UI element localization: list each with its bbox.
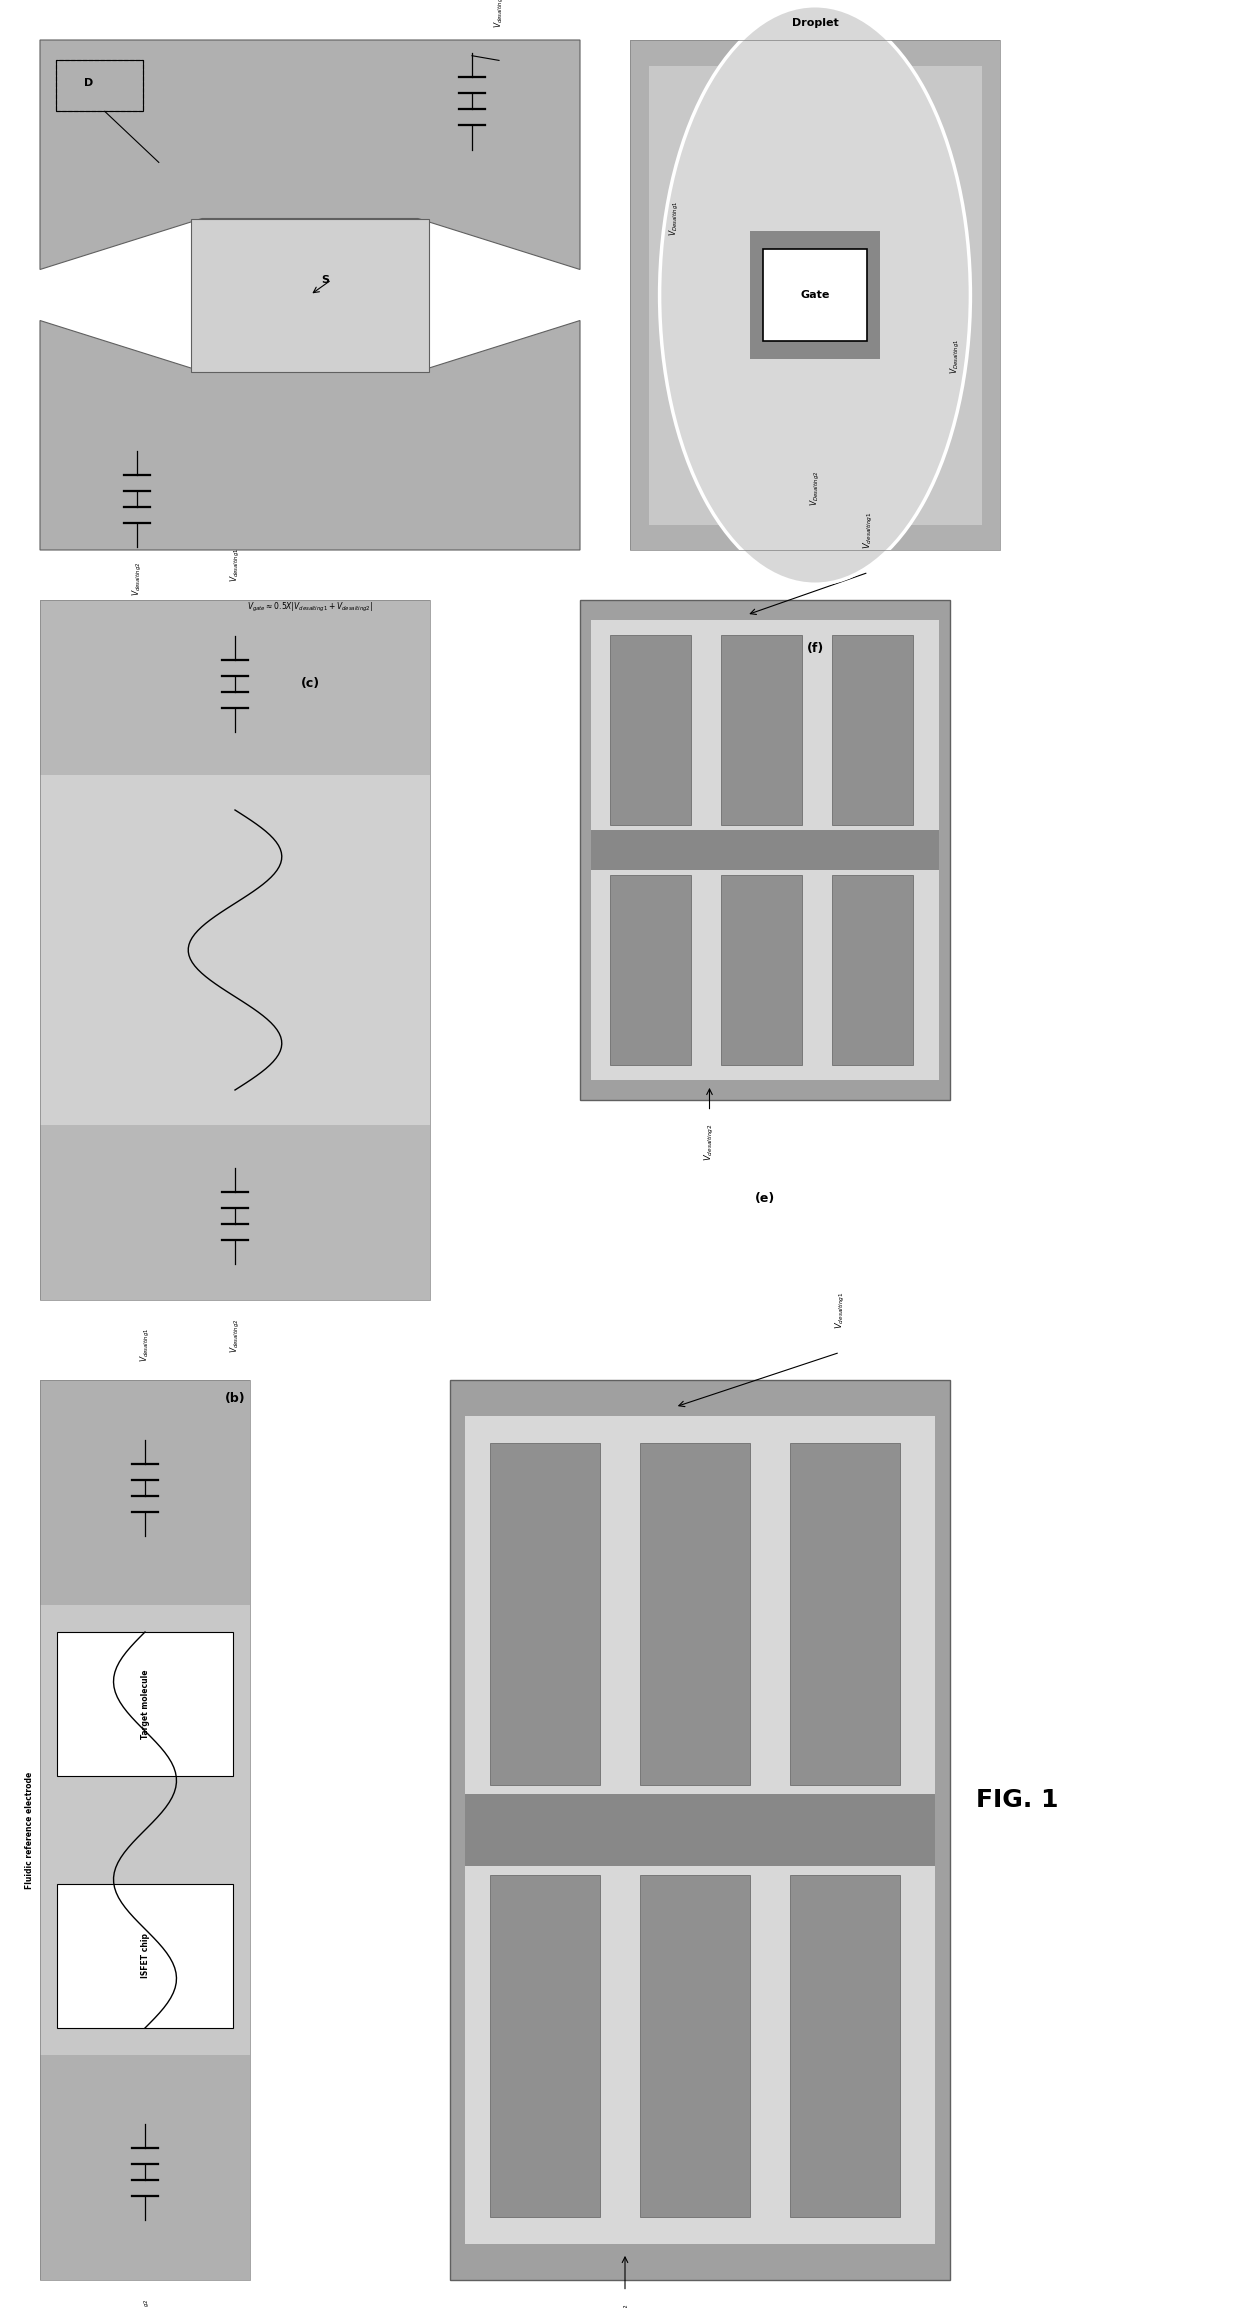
Polygon shape	[40, 39, 580, 270]
Bar	[750, 231, 879, 358]
Bar	[720, 875, 802, 1064]
Text: $V_{desalting1}$: $V_{desalting1}$	[139, 1327, 151, 1362]
Bar	[580, 600, 950, 1101]
Bar	[640, 1874, 750, 2218]
Text: $V_{Desalting1}$: $V_{Desalting1}$	[949, 339, 962, 374]
Text: (e): (e)	[755, 1193, 775, 1205]
Ellipse shape	[660, 5, 971, 584]
Bar	[450, 1380, 950, 2280]
Bar	[610, 635, 691, 824]
Text: D: D	[84, 78, 93, 88]
Text: Droplet: Droplet	[791, 18, 838, 28]
Bar	[640, 1442, 750, 1784]
Text: S: S	[321, 275, 329, 284]
Text: Gate: Gate	[800, 291, 830, 300]
Text: (c): (c)	[300, 676, 320, 690]
Bar	[490, 1874, 600, 2218]
Bar	[649, 65, 982, 524]
Bar	[591, 831, 939, 870]
Bar	[465, 1417, 935, 1812]
Bar	[56, 60, 143, 111]
Bar	[763, 249, 867, 342]
Polygon shape	[40, 321, 580, 549]
Text: $V_{Desalting1}$: $V_{Desalting1}$	[668, 201, 681, 235]
Bar	[790, 1874, 900, 2218]
Text: FIG. 1: FIG. 1	[976, 1789, 1058, 1812]
Bar	[591, 621, 939, 840]
Bar	[57, 1883, 233, 2029]
Text: Fluidic reference electrode: Fluidic reference electrode	[25, 1770, 33, 1888]
Bar	[465, 1793, 935, 1865]
Bar	[40, 775, 430, 1124]
Bar	[40, 1604, 250, 2054]
Text: ISFET chip: ISFET chip	[140, 1934, 150, 1978]
Text: Target molecule: Target molecule	[140, 1669, 150, 1738]
Text: $V_{desalting1}$: $V_{desalting1}$	[492, 0, 506, 28]
Bar	[832, 875, 913, 1064]
Text: $V_{desalting2}$: $V_{desalting2}$	[619, 2303, 631, 2308]
Text: $V_{Desalting2}$: $V_{Desalting2}$	[808, 471, 822, 505]
Bar	[40, 600, 430, 1299]
Bar	[40, 2054, 250, 2280]
Text: $V_{desalting1}$: $V_{desalting1}$	[862, 512, 875, 549]
Text: (b): (b)	[224, 1392, 246, 1406]
Text: $V_{desalting1}$: $V_{desalting1}$	[833, 1292, 847, 1329]
Bar	[40, 1380, 250, 2280]
Bar	[610, 875, 691, 1064]
Bar	[40, 1380, 250, 1604]
Bar	[630, 39, 999, 549]
Bar	[56, 60, 143, 111]
Text: $V_{desalting1}$: $V_{desalting1}$	[228, 547, 242, 582]
Text: $V_{gate} \approx 0.5X|V_{desalting1} + V_{desalting2}|$: $V_{gate} \approx 0.5X|V_{desalting1} + …	[247, 600, 373, 614]
Bar	[57, 1632, 233, 1775]
Text: $V_{desalting2}$: $V_{desalting2}$	[228, 1318, 242, 1352]
Text: $V_{desalting2}$: $V_{desalting2}$	[703, 1124, 715, 1161]
Bar	[40, 600, 430, 1299]
Bar	[832, 635, 913, 824]
Text: (f): (f)	[806, 642, 823, 655]
Bar	[191, 219, 429, 372]
Bar	[490, 1442, 600, 1784]
Bar	[720, 635, 802, 824]
Text: $V_{desalting2}$: $V_{desalting2}$	[130, 561, 144, 595]
Bar	[630, 39, 999, 549]
Bar	[790, 1442, 900, 1784]
Bar	[591, 861, 939, 1080]
Bar	[465, 1849, 935, 2243]
Text: $V_{desalting2}$: $V_{desalting2}$	[139, 2299, 151, 2308]
